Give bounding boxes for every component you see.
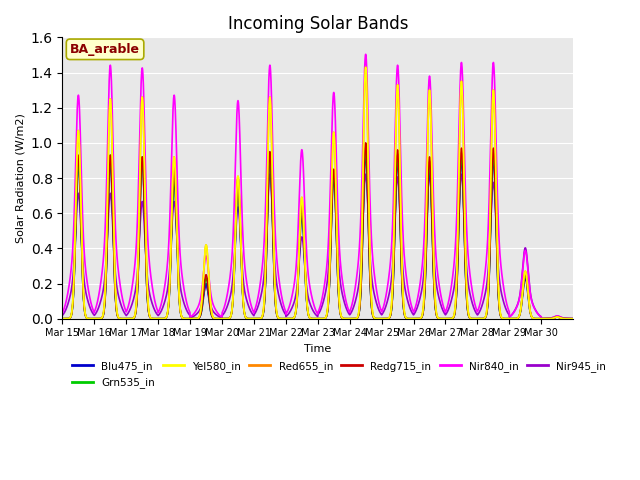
Title: Incoming Solar Bands: Incoming Solar Bands bbox=[228, 15, 408, 33]
Legend: Blu475_in, Grn535_in, Yel580_in, Red655_in, Redg715_in, Nir840_in, Nir945_in: Blu475_in, Grn535_in, Yel580_in, Red655_… bbox=[68, 357, 610, 392]
Text: BA_arable: BA_arable bbox=[70, 43, 140, 56]
Y-axis label: Solar Radiation (W/m2): Solar Radiation (W/m2) bbox=[15, 113, 25, 243]
X-axis label: Time: Time bbox=[304, 344, 332, 354]
